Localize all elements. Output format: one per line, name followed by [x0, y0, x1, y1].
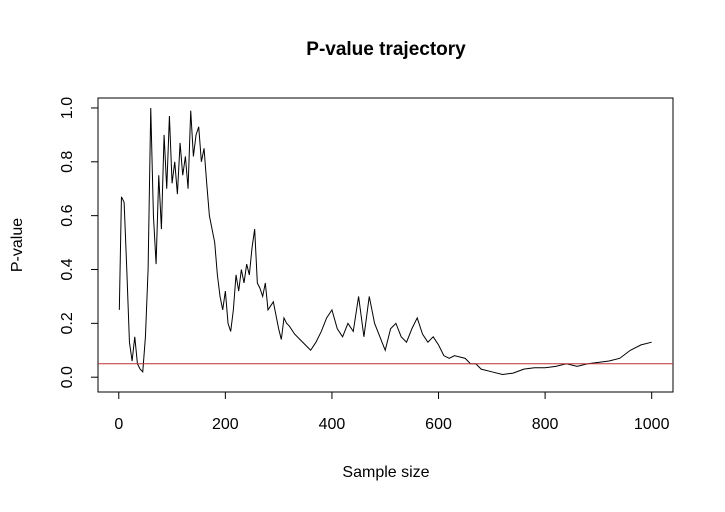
x-axis-label: Sample size — [342, 464, 429, 481]
x-tick-label: 0 — [114, 416, 123, 433]
y-tick-label: 1.0 — [59, 97, 76, 119]
chart-title: P-value trajectory — [306, 39, 466, 60]
y-tick-label: 0.8 — [59, 151, 76, 173]
x-tick-label: 200 — [212, 416, 239, 433]
y-axis-label: P-value — [9, 218, 26, 272]
x-tick-label: 800 — [532, 416, 559, 433]
y-tick-label: 0.2 — [59, 312, 76, 334]
y-tick-label: 0.0 — [59, 366, 76, 388]
data-line — [118, 107, 652, 376]
y-tick-label: 0.6 — [59, 204, 76, 226]
x-tick-label: 600 — [425, 416, 452, 433]
x-tick-label: 400 — [319, 416, 346, 433]
x-tick-label: 1000 — [634, 416, 670, 433]
y-tick-label: 0.4 — [59, 258, 76, 280]
